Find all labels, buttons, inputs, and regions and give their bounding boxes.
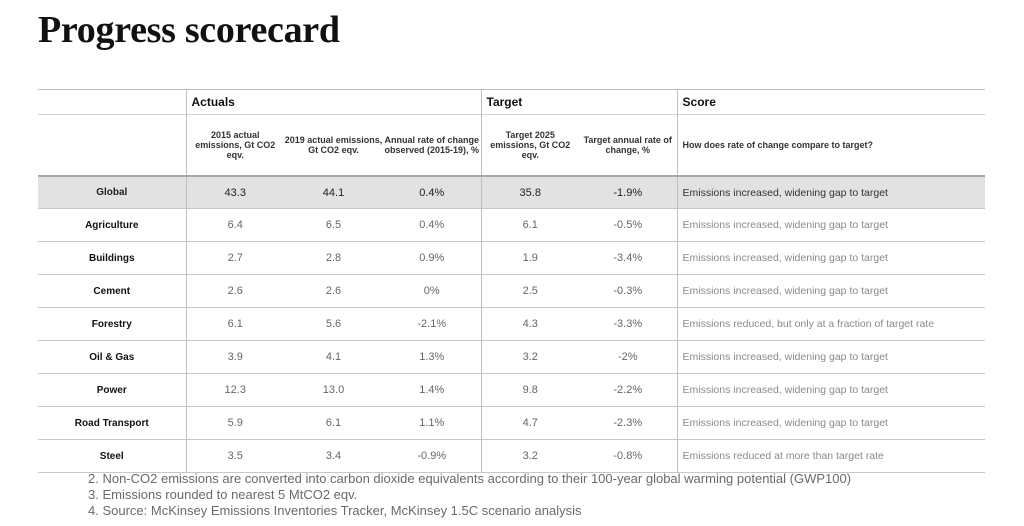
cell-target-rate: -2.2% [579,373,678,407]
cell-target-rate: -0.3% [579,274,678,308]
cell-target-2025: 3.2 [480,439,579,473]
cell-2019: 6.5 [284,208,383,242]
cell-target-2025: 2.5 [480,274,579,308]
cell-2015: 6.1 [185,307,284,341]
col-header-2015: 2015 actual emissions, Gt CO2 eqv. [185,114,284,176]
cell-2019: 44.1 [284,175,383,209]
cell-2015: 12.3 [185,373,284,407]
group-actuals: Actuals [185,89,481,115]
row-name: Power [38,373,186,407]
col-header-rate: Annual rate of change observed (2015-19)… [383,114,481,176]
cell-target-rate: -2.3% [579,406,678,440]
scorecard-table: Actuals Target Score 2015 actual emissio… [38,89,986,473]
cell-target-2025: 4.3 [480,307,579,341]
column-header-row: 2015 actual emissions, Gt CO2 eqv. 2019 … [38,114,986,176]
cell-2015: 43.3 [185,175,284,209]
cell-target-rate: -1.9% [579,175,678,209]
page-title: Progress scorecard [38,9,340,51]
cell-2015: 2.6 [185,274,284,308]
cell-score: Emissions increased, widening gap to tar… [676,406,986,440]
footnote: 3. Emissions rounded to nearest 5 MtCO2 … [88,487,358,502]
cell-2019: 3.4 [284,439,383,473]
col-header-target-2025: Target 2025 emissions, Gt CO2 eqv. [480,114,579,176]
row-name: Cement [38,274,186,308]
cell-rate: -2.1% [383,307,481,341]
empty-corner-cell [38,89,186,115]
col-header-2019: 2019 actual emissions, Gt CO2 eqv. [284,114,383,176]
table-row: Road Transport 5.9 6.1 1.1% 4.7 -2.3% Emission… [38,406,986,440]
cell-score: Emissions reduced at more than target ra… [676,439,986,473]
table-row: Global 43.3 44.1 0.4% 35.8 -1.9% Emissions inc… [38,175,986,209]
row-name: Oil & Gas [38,340,186,374]
cell-rate: 1.3% [383,340,481,374]
cell-2015: 3.9 [185,340,284,374]
cell-score: Emissions reduced, but only at a fractio… [676,307,986,341]
cell-target-2025: 4.7 [480,406,579,440]
cell-2015: 2.7 [185,241,284,275]
empty-header-cell [38,114,186,176]
cell-target-2025: 9.8 [480,373,579,407]
cell-2015: 6.4 [185,208,284,242]
cell-target-rate: -0.8% [579,439,678,473]
cell-target-2025: 1.9 [480,241,579,275]
table-row: Oil & Gas 3.9 4.1 1.3% 3.2 -2% Emissions incre… [38,340,986,374]
cell-score: Emissions increased, widening gap to tar… [676,340,986,374]
cell-2019: 2.6 [284,274,383,308]
cell-target-2025: 35.8 [480,175,579,209]
cell-target-rate: -2% [579,340,678,374]
cell-2019: 5.6 [284,307,383,341]
table-row: Cement 2.6 2.6 0% 2.5 -0.3% Emissions increase… [38,274,986,308]
cell-target-2025: 3.2 [480,340,579,374]
cell-2019: 6.1 [284,406,383,440]
table-row: Power 12.3 13.0 1.4% 9.8 -2.2% Emissions incre… [38,373,986,407]
footnote: 4. Source: McKinsey Emissions Inventorie… [88,503,582,518]
cell-rate: 0.4% [383,208,481,242]
cell-score: Emissions increased, widening gap to tar… [676,175,986,209]
cell-target-rate: -0.5% [579,208,678,242]
cell-target-rate: -3.4% [579,241,678,275]
cell-2015: 3.5 [185,439,284,473]
row-name: Agriculture [38,208,186,242]
cell-2015: 5.9 [185,406,284,440]
cell-score: Emissions increased, widening gap to tar… [676,241,986,275]
group-target: Target [480,89,678,115]
cell-rate: 0.9% [383,241,481,275]
cell-2019: 13.0 [284,373,383,407]
cell-rate: 0% [383,274,481,308]
row-name: Road Transport [38,406,186,440]
group-score: Score [676,89,986,115]
footnotes: 2. Non-CO2 emissions are converted into … [88,471,851,519]
table-row: Forestry 6.1 5.6 -2.1% 4.3 -3.3% Emissions red… [38,307,986,341]
cell-rate: 0.4% [383,175,481,209]
cell-target-2025: 6.1 [480,208,579,242]
cell-score: Emissions increased, widening gap to tar… [676,373,986,407]
row-name: Forestry [38,307,186,341]
cell-rate: 1.1% [383,406,481,440]
cell-score: Emissions increased, widening gap to tar… [676,208,986,242]
cell-2019: 4.1 [284,340,383,374]
cell-score: Emissions increased, widening gap to tar… [676,274,986,308]
row-name: Steel [38,439,186,473]
col-header-target-rate: Target annual rate of change, % [579,114,678,176]
cell-target-rate: -3.3% [579,307,678,341]
group-header-row: Actuals Target Score [38,89,986,115]
cell-rate: -0.9% [383,439,481,473]
cell-2019: 2.8 [284,241,383,275]
footnote: 2. Non-CO2 emissions are converted into … [88,471,852,486]
cell-rate: 1.4% [383,373,481,407]
table-row: Steel 3.5 3.4 -0.9% 3.2 -0.8% Emissions reduce… [38,439,986,473]
row-name: Global [38,175,186,209]
table-row: Agriculture 6.4 6.5 0.4% 6.1 -0.5% Emissions i… [38,208,986,242]
table-row: Buildings 2.7 2.8 0.9% 1.9 -3.4% Emissions inc… [38,241,986,275]
row-name: Buildings [38,241,186,275]
col-header-score: How does rate of change compare to targe… [676,114,986,176]
